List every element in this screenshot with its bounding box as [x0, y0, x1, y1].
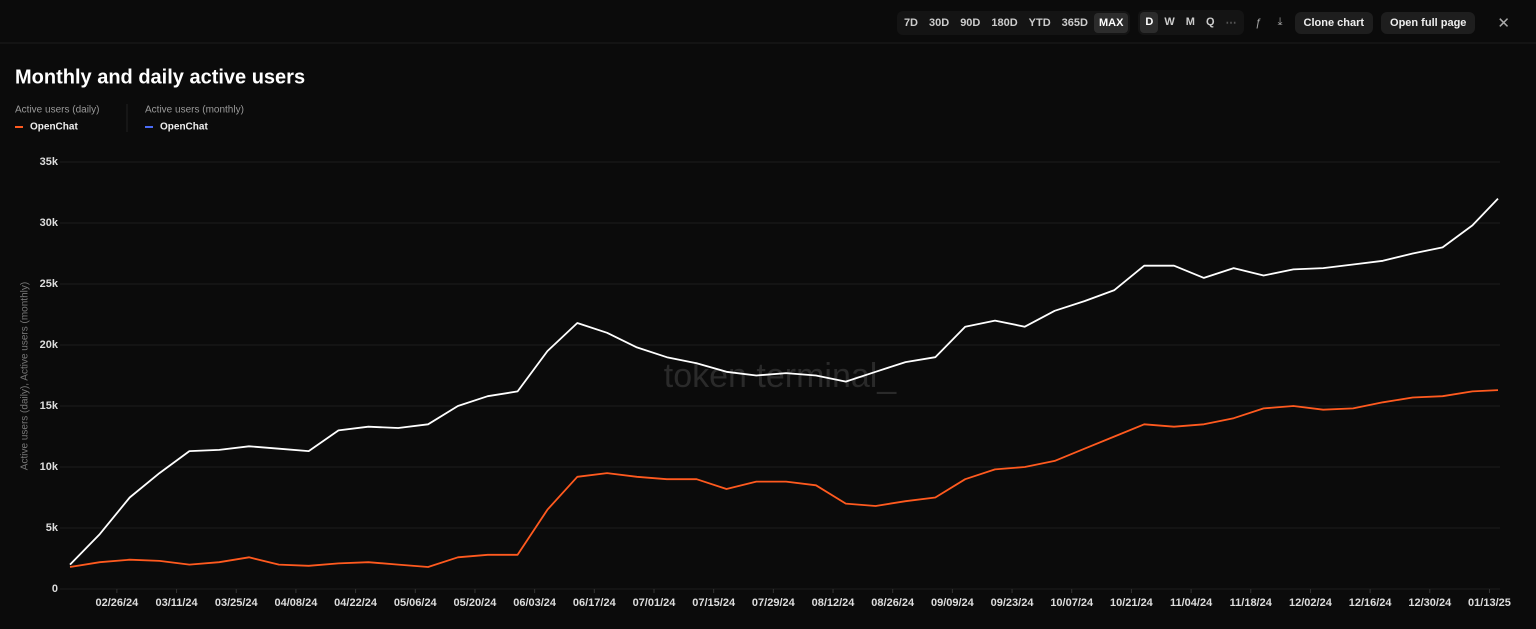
- x-tick-label: 03/11/24: [155, 597, 198, 609]
- legend-label: OpenChat: [30, 122, 78, 133]
- granularity-button[interactable]: D: [1140, 12, 1159, 33]
- x-tick-label: 08/12/24: [812, 597, 856, 609]
- x-tick-label: 10/21/24: [1110, 597, 1154, 609]
- x-tick-label: 08/26/24: [871, 597, 915, 609]
- legend-group: Active users (monthly): [145, 105, 244, 116]
- legend-label: OpenChat: [160, 122, 208, 133]
- y-tick-label: 10k: [40, 461, 59, 473]
- x-tick-label: 09/23/24: [991, 597, 1035, 609]
- x-tick-label: 07/01/24: [633, 597, 677, 609]
- close-icon[interactable]: ✕: [1497, 14, 1510, 32]
- x-tick-label: 10/07/24: [1050, 597, 1094, 609]
- range-button[interactable]: 7D: [903, 16, 918, 29]
- x-tick-label: 12/30/24: [1408, 597, 1452, 609]
- toolbar: 7D 30D 90D 180D YTD 365D MAX D W M Q ⋯ ƒ ⤓ Clone c…: [896, 10, 1514, 35]
- download-icon[interactable]: ⤓: [1277, 16, 1283, 28]
- y-tick-label: 15k: [40, 400, 59, 412]
- range-button[interactable]: MAX: [1093, 12, 1129, 33]
- action-button[interactable]: Clone chart: [1294, 11, 1374, 34]
- more-icon[interactable]: ⋯: [1225, 17, 1237, 29]
- range-button[interactable]: YTD: [1028, 16, 1051, 29]
- y-tick-label: 20k: [40, 339, 59, 351]
- granularity-group: D W M Q ⋯: [1138, 10, 1244, 35]
- y-axis-label: Active users (daily), Active users (mont…: [20, 282, 31, 470]
- granularity-button[interactable]: Q: [1205, 16, 1215, 28]
- y-tick-label: 5k: [46, 522, 59, 534]
- x-tick-label: 06/03/24: [513, 597, 557, 609]
- legend-group: Active users (daily): [15, 105, 99, 116]
- range-button[interactable]: 30D: [929, 16, 950, 29]
- x-tick-label: 07/15/24: [692, 597, 736, 609]
- range-button[interactable]: 90D: [960, 16, 981, 29]
- granularity-button[interactable]: W: [1164, 16, 1175, 28]
- x-tick-label: 02/26/24: [95, 597, 139, 609]
- granularity-button[interactable]: M: [1185, 16, 1195, 28]
- x-tick-label: 09/09/24: [931, 597, 975, 609]
- formula-icon[interactable]: ƒ: [1255, 16, 1262, 29]
- range-button[interactable]: 365D: [1061, 16, 1088, 29]
- actions: Clone chart Open full page: [1294, 11, 1476, 34]
- x-tick-label: 12/02/24: [1289, 597, 1333, 609]
- x-tick-label: 12/16/24: [1349, 597, 1393, 609]
- x-tick-label: 11/04/24: [1170, 597, 1213, 609]
- series-line: [69, 197, 1499, 566]
- y-tick-label: 25k: [40, 278, 59, 290]
- series-line: [69, 389, 1499, 568]
- x-tick-label: 04/08/24: [275, 597, 319, 609]
- x-tick-label: 07/29/24: [752, 597, 796, 609]
- range-button[interactable]: 180D: [991, 16, 1018, 29]
- x-tick-label: 05/06/24: [394, 597, 438, 609]
- x-tick-label: 11/18/24: [1230, 597, 1273, 609]
- watermark: token terminal_: [664, 357, 898, 395]
- x-tick-label: 01/13/25: [1468, 597, 1511, 609]
- x-tick-label: 03/25/24: [215, 597, 259, 609]
- x-tick-label: 04/22/24: [334, 597, 378, 609]
- x-tick-label: 06/17/24: [573, 597, 617, 609]
- action-button[interactable]: Open full page: [1381, 11, 1476, 34]
- range-group: 7D 30D 90D 180D YTD 365D MAX: [896, 10, 1131, 35]
- x-tick-label: 05/20/24: [454, 597, 498, 609]
- chart-title: Monthly and daily active users: [15, 66, 305, 88]
- y-tick-label: 30k: [40, 217, 59, 229]
- y-tick-label: 0: [52, 583, 58, 595]
- y-tick-label: 35k: [40, 156, 59, 168]
